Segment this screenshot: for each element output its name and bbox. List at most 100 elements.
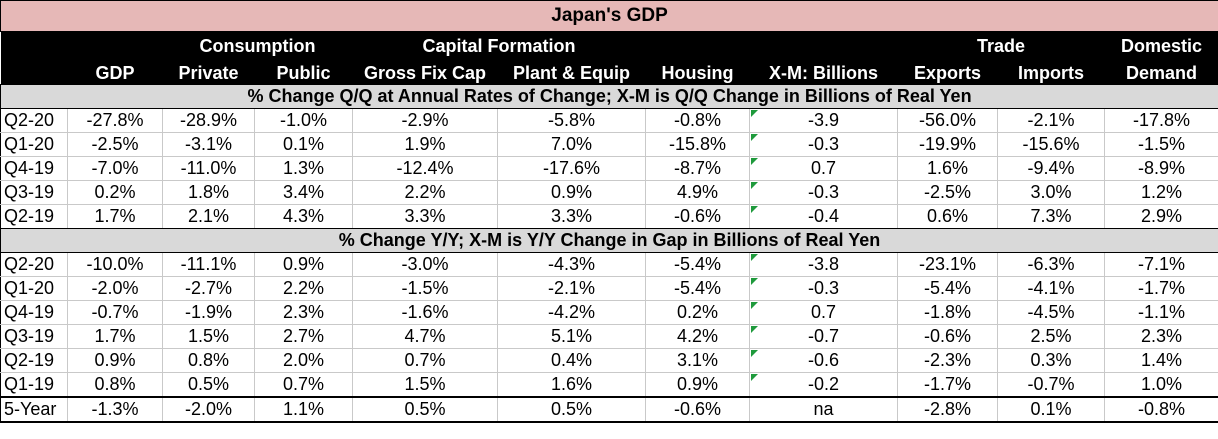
table-cell: -2.3%: [897, 348, 998, 373]
table-cell: 7.0%: [497, 132, 646, 157]
col-header-exports: Exports: [897, 57, 998, 85]
table-row: Q2-20 -27.8% -28.9% -1.0% -2.9% -5.8% -0.8% -3.…: [0, 108, 1218, 133]
table-cell: -5.4%: [897, 276, 998, 301]
table-row: Q4-19 -7.0% -11.0% 1.3% -12.4% -17.6% -8.7% 0.7…: [0, 156, 1218, 181]
table-cell: 0.2%: [67, 180, 163, 205]
table-cell: 1.6%: [497, 372, 646, 398]
table-cell: -1.7%: [897, 372, 998, 398]
table-cell: -2.8%: [897, 396, 998, 423]
table-cell: 0.7%: [352, 348, 498, 373]
table-cell: -10.0%: [67, 252, 163, 277]
table-cell: -15.6%: [997, 132, 1105, 157]
header-consumption: Consumption: [162, 31, 353, 57]
table-cell: -1.5%: [1104, 132, 1218, 157]
table-row: Q3-19 0.2% 1.8% 3.4% 2.2% 0.9% 4.9% -0.3 -2.5% 3.…: [0, 180, 1218, 205]
table-cell: -8.9%: [1104, 156, 1218, 181]
table-cell: -5.4%: [645, 252, 750, 277]
table-cell: -11.1%: [162, 252, 255, 277]
table-cell: 0.5%: [162, 372, 255, 398]
table-row: Q1-20 -2.5% -3.1% 0.1% 1.9% 7.0% -15.8% -0.3 -19…: [0, 132, 1218, 157]
col-header-gross-fix-cap: Gross Fix Cap: [352, 57, 498, 85]
row-label: Q2-19: [0, 348, 68, 373]
table-cell: 0.4%: [497, 348, 646, 373]
table-cell: 2.5%: [997, 324, 1105, 349]
table-cell: -7.0%: [67, 156, 163, 181]
table-cell: -4.1%: [997, 276, 1105, 301]
table-cell: -2.9%: [352, 108, 498, 133]
table-cell: -0.3: [749, 132, 898, 157]
gdp-table: Japan's GDP Consumption Capital Formatio…: [0, 0, 1218, 423]
table-cell: 2.7%: [254, 324, 353, 349]
header-blank: [67, 31, 163, 57]
table-cell: -3.9: [749, 108, 898, 133]
table-cell: 0.9%: [645, 372, 750, 398]
table-cell: -4.3%: [497, 252, 646, 277]
table-cell: 3.0%: [997, 180, 1105, 205]
table-cell: 0.1%: [254, 132, 353, 157]
table-cell: 1.6%: [897, 156, 998, 181]
table-cell: 4.9%: [645, 180, 750, 205]
table-cell: -2.5%: [897, 180, 998, 205]
table-cell: -0.8%: [1104, 396, 1218, 423]
table-cell: -0.6%: [897, 324, 998, 349]
table-cell: 1.9%: [352, 132, 498, 157]
table-cell: 1.0%: [1104, 372, 1218, 398]
col-header-plant-equip: Plant & Equip: [497, 57, 646, 85]
table-cell: -11.0%: [162, 156, 255, 181]
table-cell: -56.0%: [897, 108, 998, 133]
table-cell: 2.3%: [254, 300, 353, 325]
table-cell: -1.1%: [1104, 300, 1218, 325]
five-year-row: 5-Year -1.3% -2.0% 1.1% 0.5% 0.5% -0.6% …: [0, 396, 1218, 423]
table-cell: 0.7%: [254, 372, 353, 398]
table-cell: -1.7%: [1104, 276, 1218, 301]
col-header-demand: Demand: [1104, 57, 1218, 85]
table-cell: -17.6%: [497, 156, 646, 181]
table-cell: 2.0%: [254, 348, 353, 373]
table-cell: -0.2: [749, 372, 898, 398]
table-cell: 4.7%: [352, 324, 498, 349]
table-cell: 1.8%: [162, 180, 255, 205]
table-cell: 0.6%: [897, 204, 998, 229]
section-title-qq: % Change Q/Q at Annual Rates of Change; …: [0, 84, 1218, 109]
col-header-housing: Housing: [645, 57, 750, 85]
table-cell: -3.0%: [352, 252, 498, 277]
table-cell: -2.7%: [162, 276, 255, 301]
table-cell: -9.4%: [997, 156, 1105, 181]
row-label: Q2-19: [0, 204, 68, 229]
table-cell: -1.6%: [352, 300, 498, 325]
table-cell: -17.8%: [1104, 108, 1218, 133]
table-row: Q2-19 0.9% 0.8% 2.0% 0.7% 0.4% 3.1% -0.6 -2.3% 0.…: [0, 348, 1218, 373]
table-cell: -1.0%: [254, 108, 353, 133]
table-cell: -7.1%: [1104, 252, 1218, 277]
table-cell: 3.4%: [254, 180, 353, 205]
section-yy-rows: Q2-20 -10.0% -11.1% 0.9% -3.0% -4.3% -5.4% -3.8…: [0, 252, 1218, 398]
table-cell: -3.8: [749, 252, 898, 277]
table-cell: 1.7%: [67, 204, 163, 229]
table-cell: 0.1%: [997, 396, 1105, 423]
row-label: 5-Year: [0, 396, 68, 423]
table-cell: -1.3%: [67, 396, 163, 423]
table-cell: -5.8%: [497, 108, 646, 133]
table-cell: 2.3%: [1104, 324, 1218, 349]
table-cell: -8.7%: [645, 156, 750, 181]
header-capital-formation: Capital Formation: [352, 31, 646, 57]
table-row: Q2-19 1.7% 2.1% 4.3% 3.3% 3.3% -0.6% -0.4 0.6% 7.…: [0, 204, 1218, 229]
table-cell: na: [749, 396, 898, 423]
table-cell: 0.9%: [254, 252, 353, 277]
table-cell: -2.1%: [497, 276, 646, 301]
table-cell: -4.2%: [497, 300, 646, 325]
table-cell: -2.5%: [67, 132, 163, 157]
table-cell: 5.1%: [497, 324, 646, 349]
col-header-private: Private: [162, 57, 255, 85]
section-title-yy: % Change Y/Y; X-M is Y/Y Change in Gap i…: [0, 228, 1218, 253]
row-label: Q4-19: [0, 156, 68, 181]
table-cell: 0.7: [749, 300, 898, 325]
table-cell: -1.9%: [162, 300, 255, 325]
row-label: Q1-20: [0, 276, 68, 301]
row-label: Q2-20: [0, 252, 68, 277]
header-blank: [749, 31, 898, 57]
table-cell: 1.5%: [162, 324, 255, 349]
table-cell: -12.4%: [352, 156, 498, 181]
table-cell: -6.3%: [997, 252, 1105, 277]
header-blank: [0, 31, 68, 57]
